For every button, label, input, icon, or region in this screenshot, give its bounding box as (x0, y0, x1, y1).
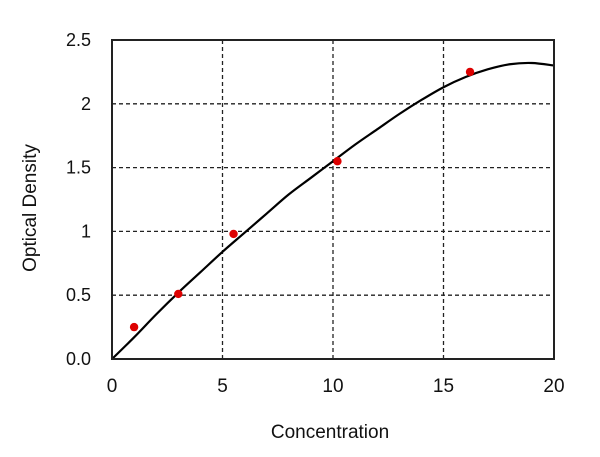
y-tick-label: 0.5 (66, 285, 91, 305)
fitted-curve-line (111, 61, 555, 360)
y-tick-label: 1.5 (66, 158, 91, 178)
y-axis-label: Optical Density (20, 144, 41, 272)
data-point (129, 322, 139, 332)
data-points (129, 67, 475, 332)
data-point (333, 157, 342, 166)
x-tick-label: 20 (543, 376, 564, 397)
grid (112, 40, 554, 359)
x-tick-label: 5 (217, 376, 228, 397)
y-tick-label: 2.5 (66, 30, 91, 50)
plot-frame (111, 39, 555, 360)
y-tick-label: 1 (81, 221, 91, 241)
data-point (465, 67, 475, 77)
data-point (174, 289, 183, 299)
y-tick-label: 0.0 (66, 349, 91, 369)
x-tick-labels: 0 5 10 15 20 (107, 376, 565, 397)
x-tick-label: 10 (322, 376, 343, 397)
y-tick-label: 2 (81, 94, 91, 114)
x-tick-label: 15 (433, 376, 454, 397)
data-point (229, 229, 238, 239)
y-tick-labels: 0.0 0.5 1 1.5 2 2.5 (66, 30, 91, 369)
x-axis-label: Concentration (271, 422, 389, 443)
x-tick-label: 0 (107, 376, 118, 397)
